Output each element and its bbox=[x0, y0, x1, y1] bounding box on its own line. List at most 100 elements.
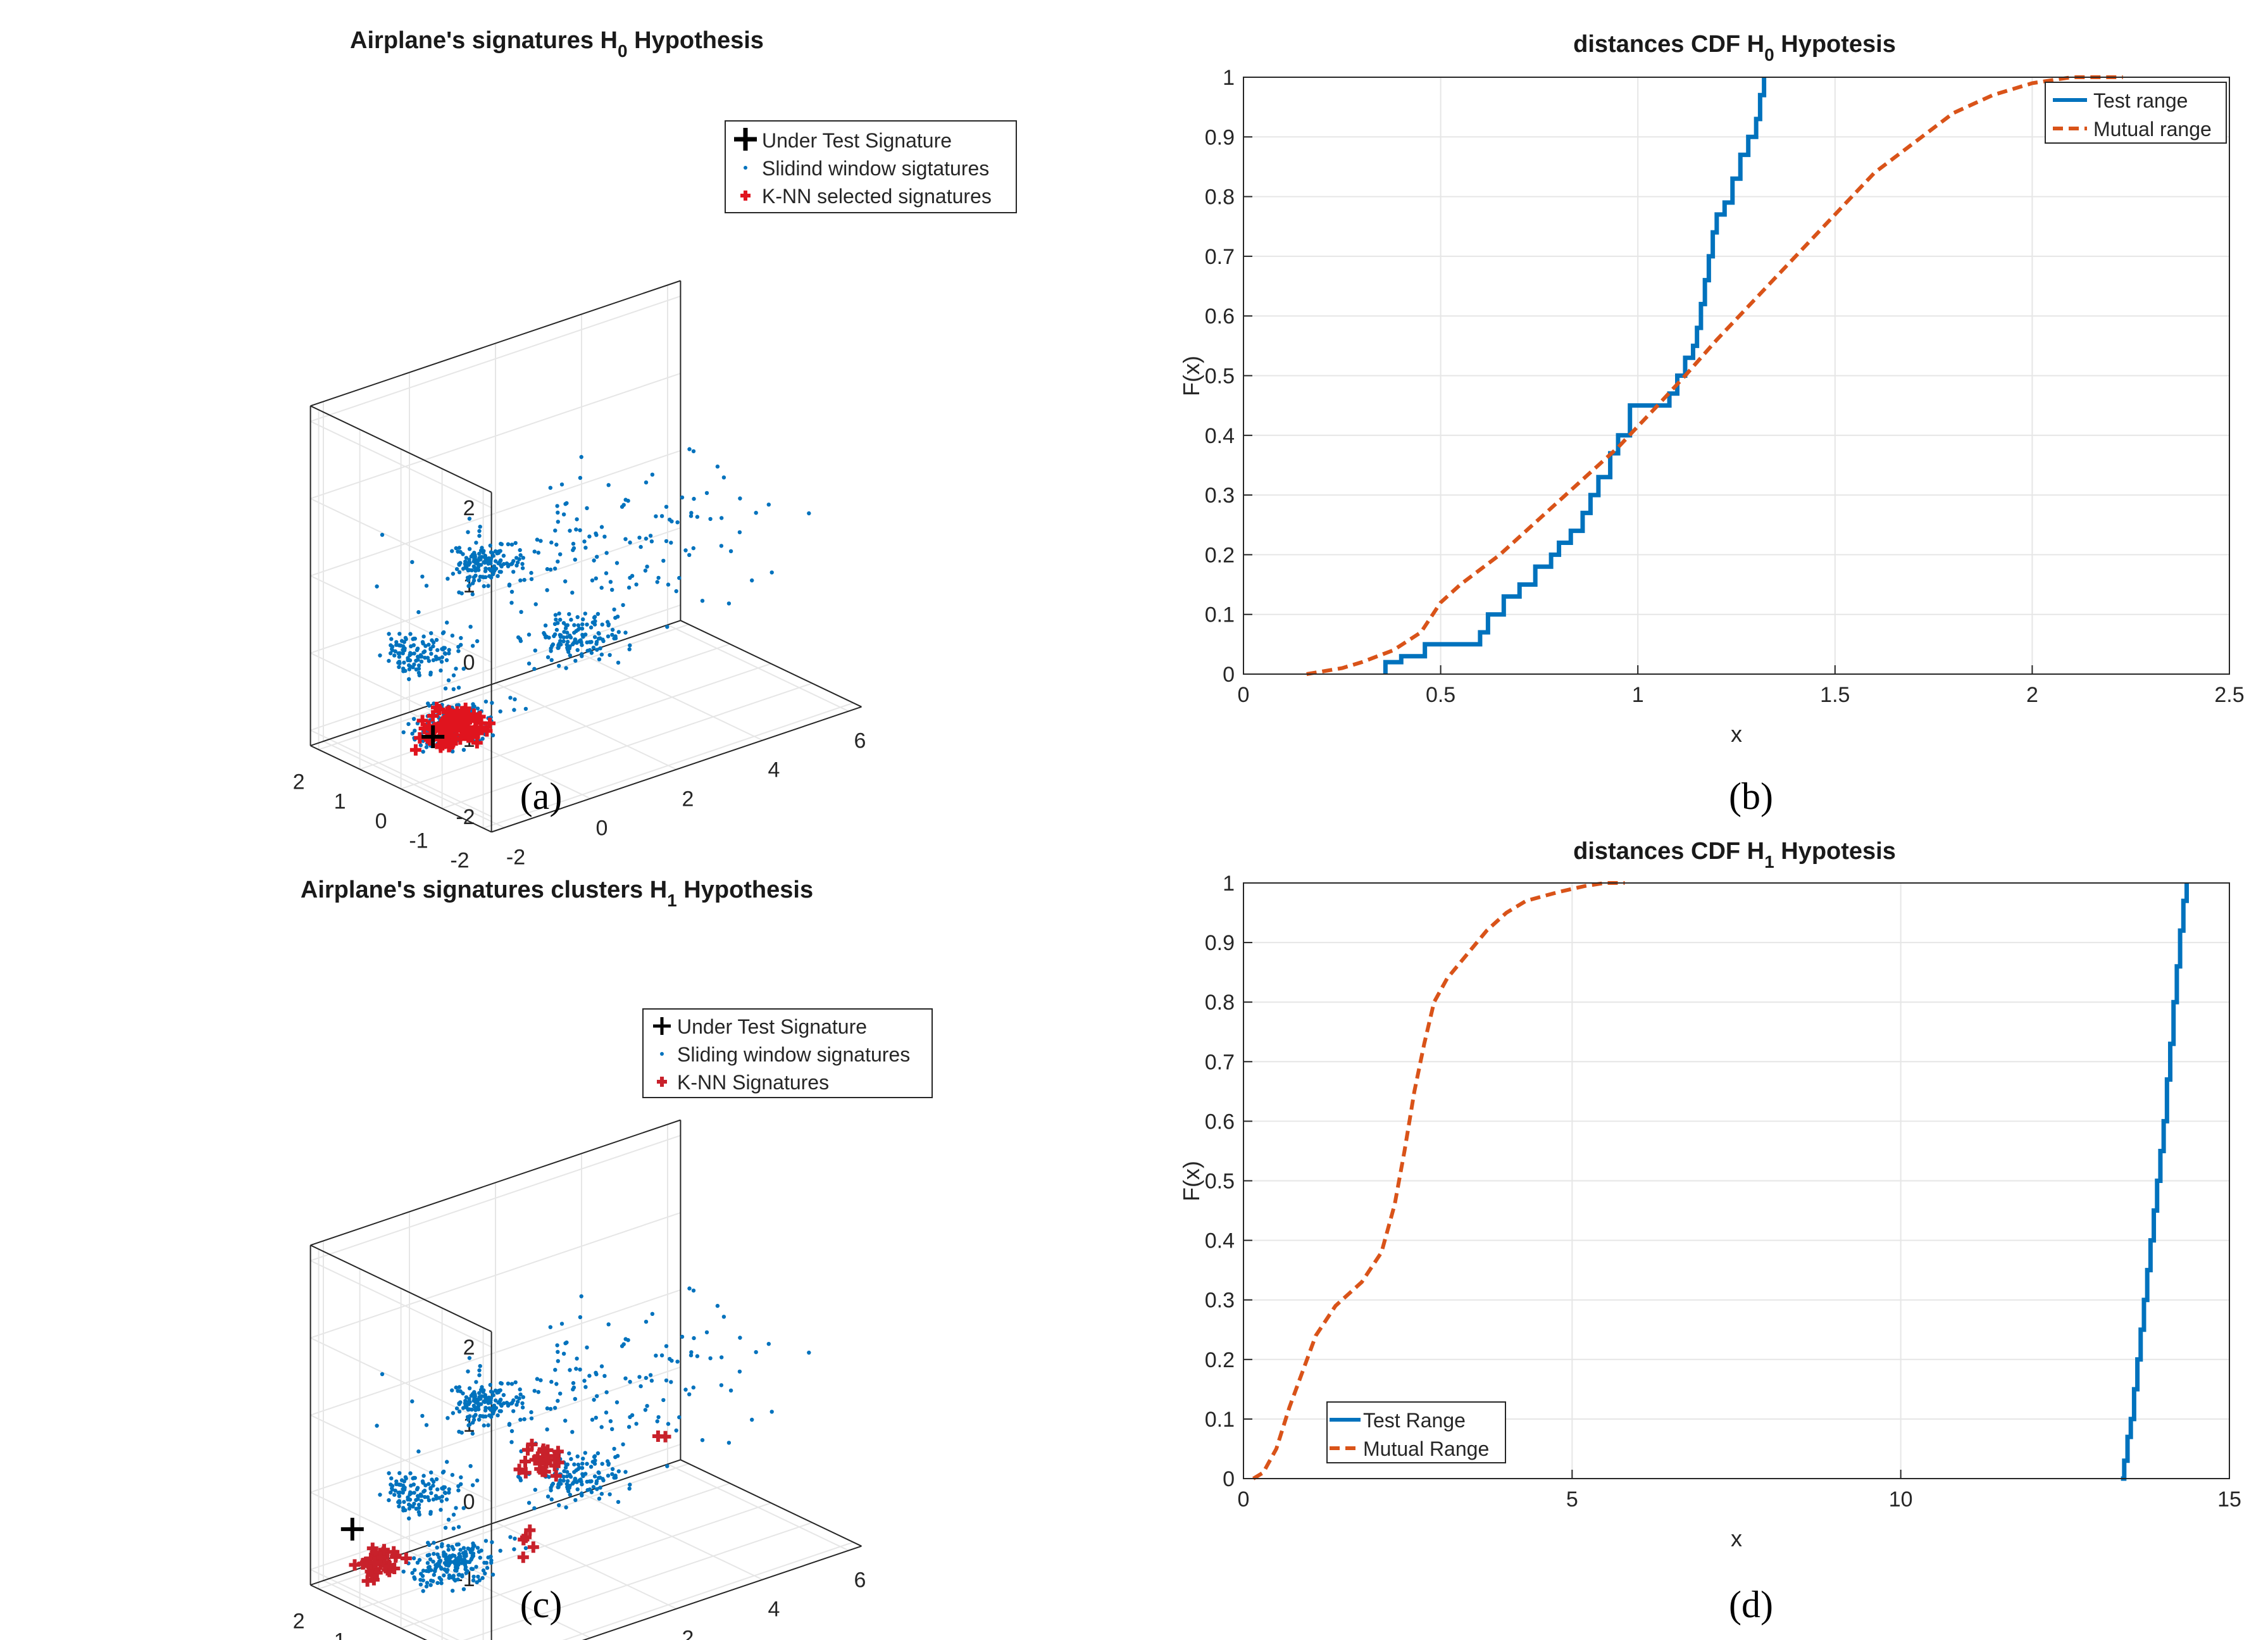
window-signature-point bbox=[737, 530, 742, 535]
window-signature-point bbox=[553, 613, 558, 617]
window-signature-point bbox=[442, 630, 446, 635]
window-signature-point bbox=[539, 539, 543, 543]
window-signature-point bbox=[487, 559, 491, 564]
window-signature-point bbox=[410, 1570, 414, 1575]
window-signature-point bbox=[451, 1526, 456, 1530]
window-signature-point bbox=[413, 729, 417, 733]
window-signature-point bbox=[482, 549, 486, 553]
window-signature-point bbox=[665, 1464, 670, 1468]
window-signature-point bbox=[474, 1380, 478, 1384]
window-signature-point bbox=[807, 511, 811, 516]
window-signature-point bbox=[450, 1388, 454, 1393]
window-signature-point bbox=[424, 1423, 429, 1427]
window-signature-point bbox=[561, 1351, 566, 1356]
knn-signature-point bbox=[435, 741, 447, 753]
window-signature-point bbox=[439, 1581, 444, 1586]
window-signature-point bbox=[454, 1567, 459, 1571]
window-signature-point bbox=[668, 517, 672, 522]
window-signature-point bbox=[536, 1390, 540, 1394]
window-signature-point bbox=[431, 1497, 436, 1502]
window-signature-point bbox=[499, 1409, 503, 1413]
window-signature-point bbox=[463, 564, 468, 568]
knn-signature-point bbox=[431, 701, 442, 713]
window-signature-point bbox=[518, 548, 522, 553]
window-signature-point bbox=[592, 615, 597, 620]
window-signature-point bbox=[454, 546, 458, 551]
window-signature-point bbox=[411, 1476, 415, 1480]
window-signature-point bbox=[558, 617, 563, 622]
window-signature-point bbox=[578, 1315, 583, 1320]
window-signature-point bbox=[387, 1498, 391, 1503]
window-signature-point bbox=[509, 542, 514, 547]
window-signature-point bbox=[610, 1472, 614, 1477]
window-signature-point bbox=[397, 1482, 401, 1487]
window-signature-point bbox=[532, 1506, 537, 1510]
window-signature-point bbox=[661, 558, 666, 563]
y-tick-label: 6 bbox=[854, 729, 866, 753]
window-signature-point bbox=[558, 1391, 563, 1396]
window-signature-point bbox=[563, 1465, 568, 1470]
panel-a-legend-knn-marker bbox=[740, 191, 751, 201]
window-signature-point bbox=[715, 1303, 720, 1308]
window-signature-point bbox=[565, 623, 570, 627]
window-signature-point bbox=[677, 1415, 682, 1420]
y-tick-label: 4 bbox=[768, 758, 780, 782]
window-signature-point bbox=[700, 1438, 705, 1443]
window-signature-point bbox=[687, 1392, 692, 1396]
window-signature-point bbox=[719, 1383, 724, 1387]
window-signature-point bbox=[522, 578, 526, 582]
window-signature-point bbox=[688, 514, 694, 518]
window-signature-point bbox=[518, 578, 523, 583]
window-signature-point bbox=[587, 1374, 592, 1378]
window-signature-point bbox=[721, 475, 726, 480]
window-signature-point bbox=[380, 532, 385, 537]
window-signature-point bbox=[403, 635, 408, 640]
window-signature-point bbox=[414, 658, 418, 663]
window-signature-point bbox=[410, 731, 414, 736]
x-tick-label: 0 bbox=[1238, 1487, 1250, 1512]
window-signature-point bbox=[513, 1380, 518, 1385]
window-signature-point bbox=[704, 1330, 709, 1335]
window-signature-point bbox=[488, 543, 492, 548]
panel-b-legend-mutual-label: Mutual range bbox=[2093, 118, 2212, 141]
window-signature-point bbox=[451, 1411, 456, 1415]
window-signature-point bbox=[644, 536, 649, 541]
window-signature-point bbox=[433, 1569, 437, 1574]
panel-c-legend-test-marker bbox=[653, 1017, 671, 1035]
window-signature-point bbox=[533, 602, 538, 606]
window-signature-point bbox=[421, 749, 425, 754]
window-signature-point bbox=[604, 1390, 609, 1394]
window-signature-point bbox=[655, 1419, 659, 1424]
window-signature-point bbox=[449, 1555, 454, 1559]
window-signature-point bbox=[490, 733, 495, 737]
window-signature-point bbox=[470, 568, 474, 573]
window-signature-point bbox=[446, 678, 451, 683]
window-signature-point bbox=[592, 1462, 597, 1466]
window-signature-point bbox=[474, 541, 478, 545]
series-line-test-range bbox=[1383, 77, 1767, 674]
knn-signature-point bbox=[527, 1541, 539, 1553]
x-tick-label: -2 bbox=[450, 848, 469, 872]
panel-c-legend-box bbox=[642, 1008, 933, 1098]
grid-side-z bbox=[310, 1414, 492, 1503]
window-signature-point bbox=[396, 660, 401, 665]
window-signature-point bbox=[501, 553, 506, 558]
window-signature-point bbox=[469, 1557, 473, 1562]
window-signature-point bbox=[423, 1494, 427, 1499]
window-signature-point bbox=[509, 589, 514, 594]
y-tick-label: 0.2 bbox=[1205, 543, 1235, 567]
window-signature-point bbox=[644, 480, 649, 485]
window-signature-point bbox=[447, 648, 451, 652]
window-signature-point bbox=[606, 623, 611, 628]
window-signature-point bbox=[468, 1549, 473, 1553]
window-signature-point bbox=[628, 1415, 632, 1419]
window-signature-point bbox=[478, 574, 483, 579]
window-signature-point bbox=[627, 1486, 632, 1491]
window-signature-point bbox=[439, 668, 443, 673]
window-signature-point bbox=[573, 1498, 578, 1503]
window-signature-point bbox=[549, 658, 554, 663]
window-signature-point bbox=[634, 582, 639, 587]
window-signature-point bbox=[664, 1378, 669, 1383]
window-signature-point bbox=[457, 546, 462, 550]
window-signature-point bbox=[513, 1536, 517, 1541]
